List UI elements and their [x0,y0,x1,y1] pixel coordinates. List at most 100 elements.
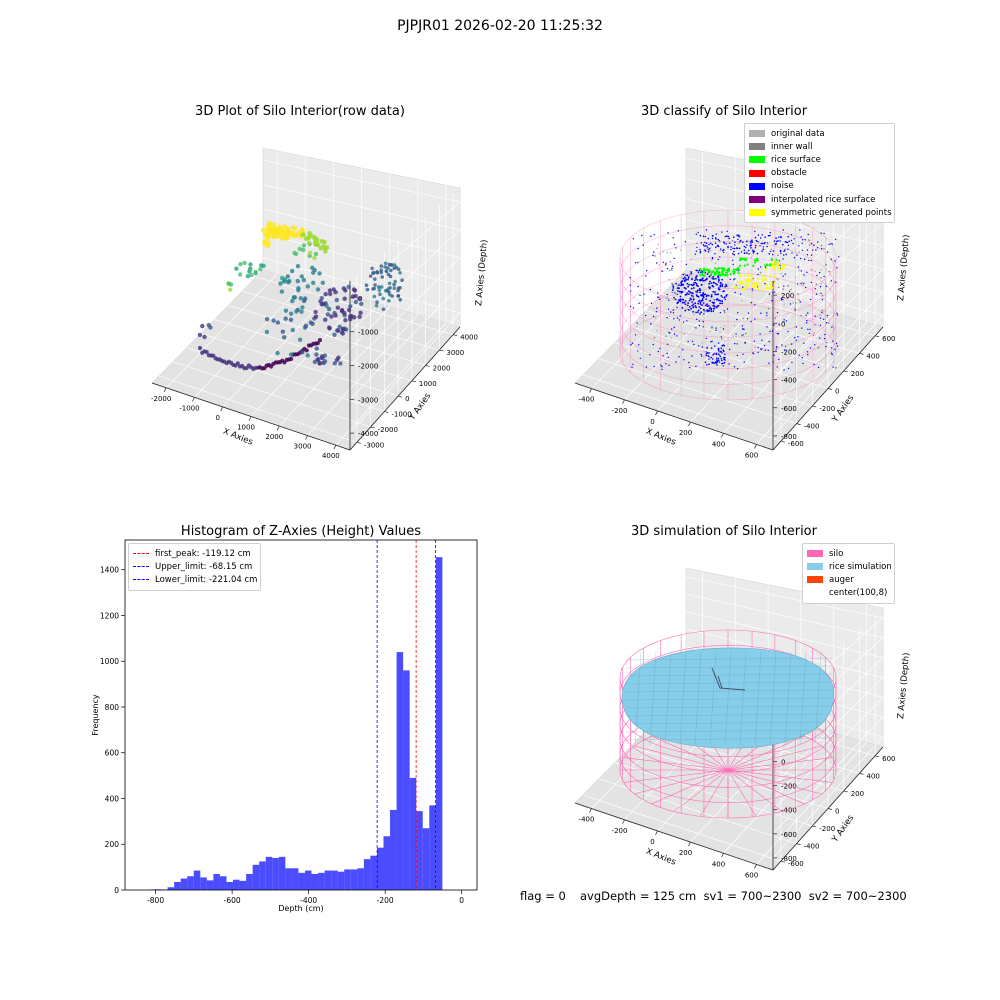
noise-point [721,231,723,233]
rice-mesh-line [784,651,792,746]
histogram-bar [344,869,351,890]
raw-plot-title: 3D Plot of Silo Interior(row data) [195,104,405,119]
y-tick-label: 1000 [100,657,119,666]
noise-point [686,292,689,295]
noise-point [743,245,746,248]
wall-point [683,332,686,335]
rice-surface-point [726,274,729,277]
noise-point [686,320,688,322]
raw-point [204,350,209,355]
noise-point [639,357,641,360]
noise-point [678,356,680,358]
noise-point [673,318,675,320]
wall-point [671,282,673,285]
rice-surface-point [744,259,747,262]
noise-point [717,258,719,261]
legend-swatch [749,130,765,138]
noise-point [824,333,826,336]
rice-surface-point [703,269,707,272]
noise-point [681,307,684,309]
noise-point [810,298,812,301]
noise-point [696,318,698,320]
rice-mesh-line [769,651,777,746]
noise-point [711,358,714,360]
noise-point [713,301,715,304]
noise-point [702,321,704,323]
y-tick [384,411,389,413]
legend-label: symmetric generated points [771,207,892,218]
histogram-bar [239,880,247,890]
noise-point [708,352,710,354]
legend-label: rice simulation [829,561,892,572]
rice-surface-point [707,270,710,273]
symmetric-point [761,274,764,277]
noise-point [704,361,707,364]
noise-point [702,302,705,304]
y-tick-label: -600 [788,440,804,448]
noise-point [760,348,762,350]
x-tick [655,830,658,836]
wall-point [709,249,711,252]
noise-point [656,262,658,264]
wall-point [795,302,797,304]
raw-point [335,328,340,333]
noise-point [711,243,714,246]
noise-point [764,282,766,285]
noise-point [737,235,740,237]
noise-point [819,317,822,319]
noise-point [787,244,790,247]
noise-point [670,311,672,313]
noise-point [725,285,728,287]
noise-point [698,345,700,347]
raw-point [197,345,203,351]
noise-point [776,366,778,368]
noise-point [719,355,722,358]
noise-point [684,303,687,306]
y-tick [859,353,864,355]
wall-point [669,260,672,263]
noise-point [729,348,731,351]
raw-point [338,361,343,366]
silo-spoke [651,769,729,805]
noise-point [632,363,634,366]
noise-point [697,300,700,303]
noise-point [750,242,752,244]
noise-point [724,235,727,238]
noise-point [733,366,736,368]
wall-point [774,317,776,320]
noise-point [692,287,695,289]
wall-point [808,239,810,241]
noise-point [684,309,687,312]
raw-point [334,357,340,363]
silo-spoke [623,769,729,783]
noise-point [665,363,667,365]
raw-point [282,224,288,230]
raw-point [301,277,307,283]
noise-point [792,242,794,245]
z-gridline [685,218,884,380]
noise-point [802,362,804,365]
symmetric-point [736,286,739,289]
noise-point [717,348,720,351]
histogram-title: Histogram of Z-Axies (Height) Values [180,524,422,539]
raw-scatter [197,221,404,371]
noise-point [682,277,685,280]
noise-point [685,278,688,281]
noise-point [710,341,712,343]
noise-point [787,297,789,299]
wall-point [794,307,796,310]
noise-point [739,241,741,243]
noise-point [784,249,786,251]
legend-label: rice surface [771,154,821,165]
histogram-bar [206,880,214,890]
noise-point [681,301,684,304]
x-tick-label: -200 [612,827,628,835]
rice-mesh-line [625,665,833,669]
noise-point [650,235,652,237]
noise-point [723,358,725,361]
gridlines [158,150,461,446]
noise-point [753,340,756,342]
noise-point [717,359,720,362]
z-tick-label: -600 [781,831,797,839]
noise-point [759,333,761,335]
